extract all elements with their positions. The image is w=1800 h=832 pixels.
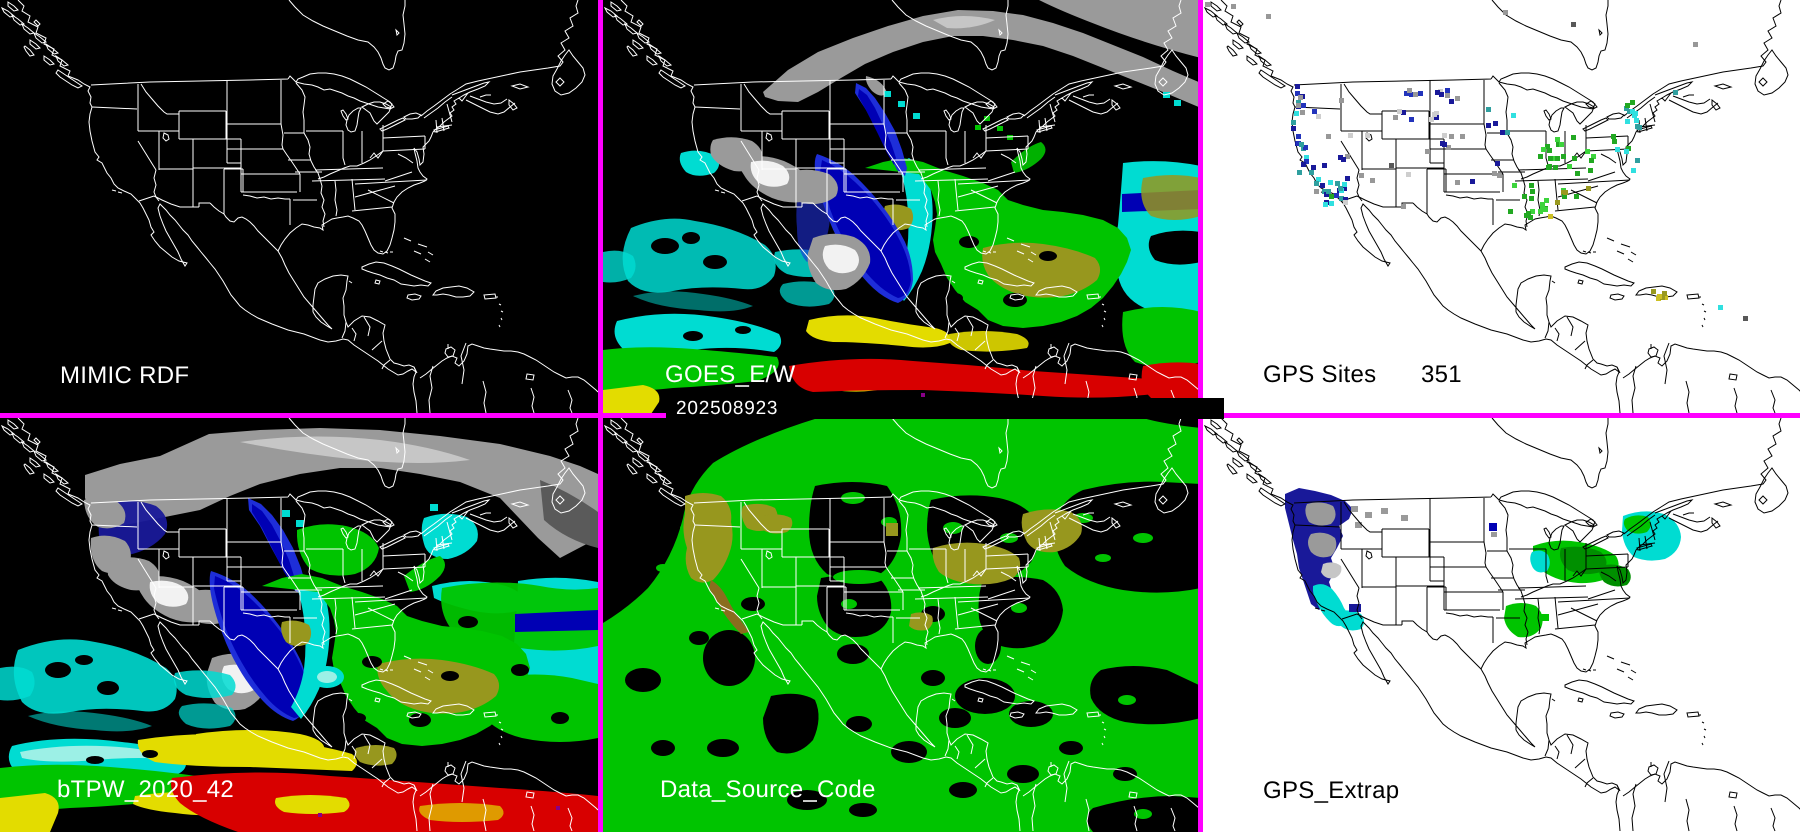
svg-text:Data_Source_Code: Data_Source_Code [660,776,876,803]
svg-text:351: 351 [1421,361,1462,388]
svg-text:GPS_Extrap: GPS_Extrap [1263,777,1399,804]
svg-text:202508923: 202508923 [676,398,778,419]
svg-text:MIMIC RDF: MIMIC RDF [60,362,189,389]
svg-text:bTPW_2020_42: bTPW_2020_42 [57,776,234,803]
svg-text:GOES_E/W: GOES_E/W [665,361,795,388]
svg-text:GPS Sites: GPS Sites [1263,361,1376,388]
